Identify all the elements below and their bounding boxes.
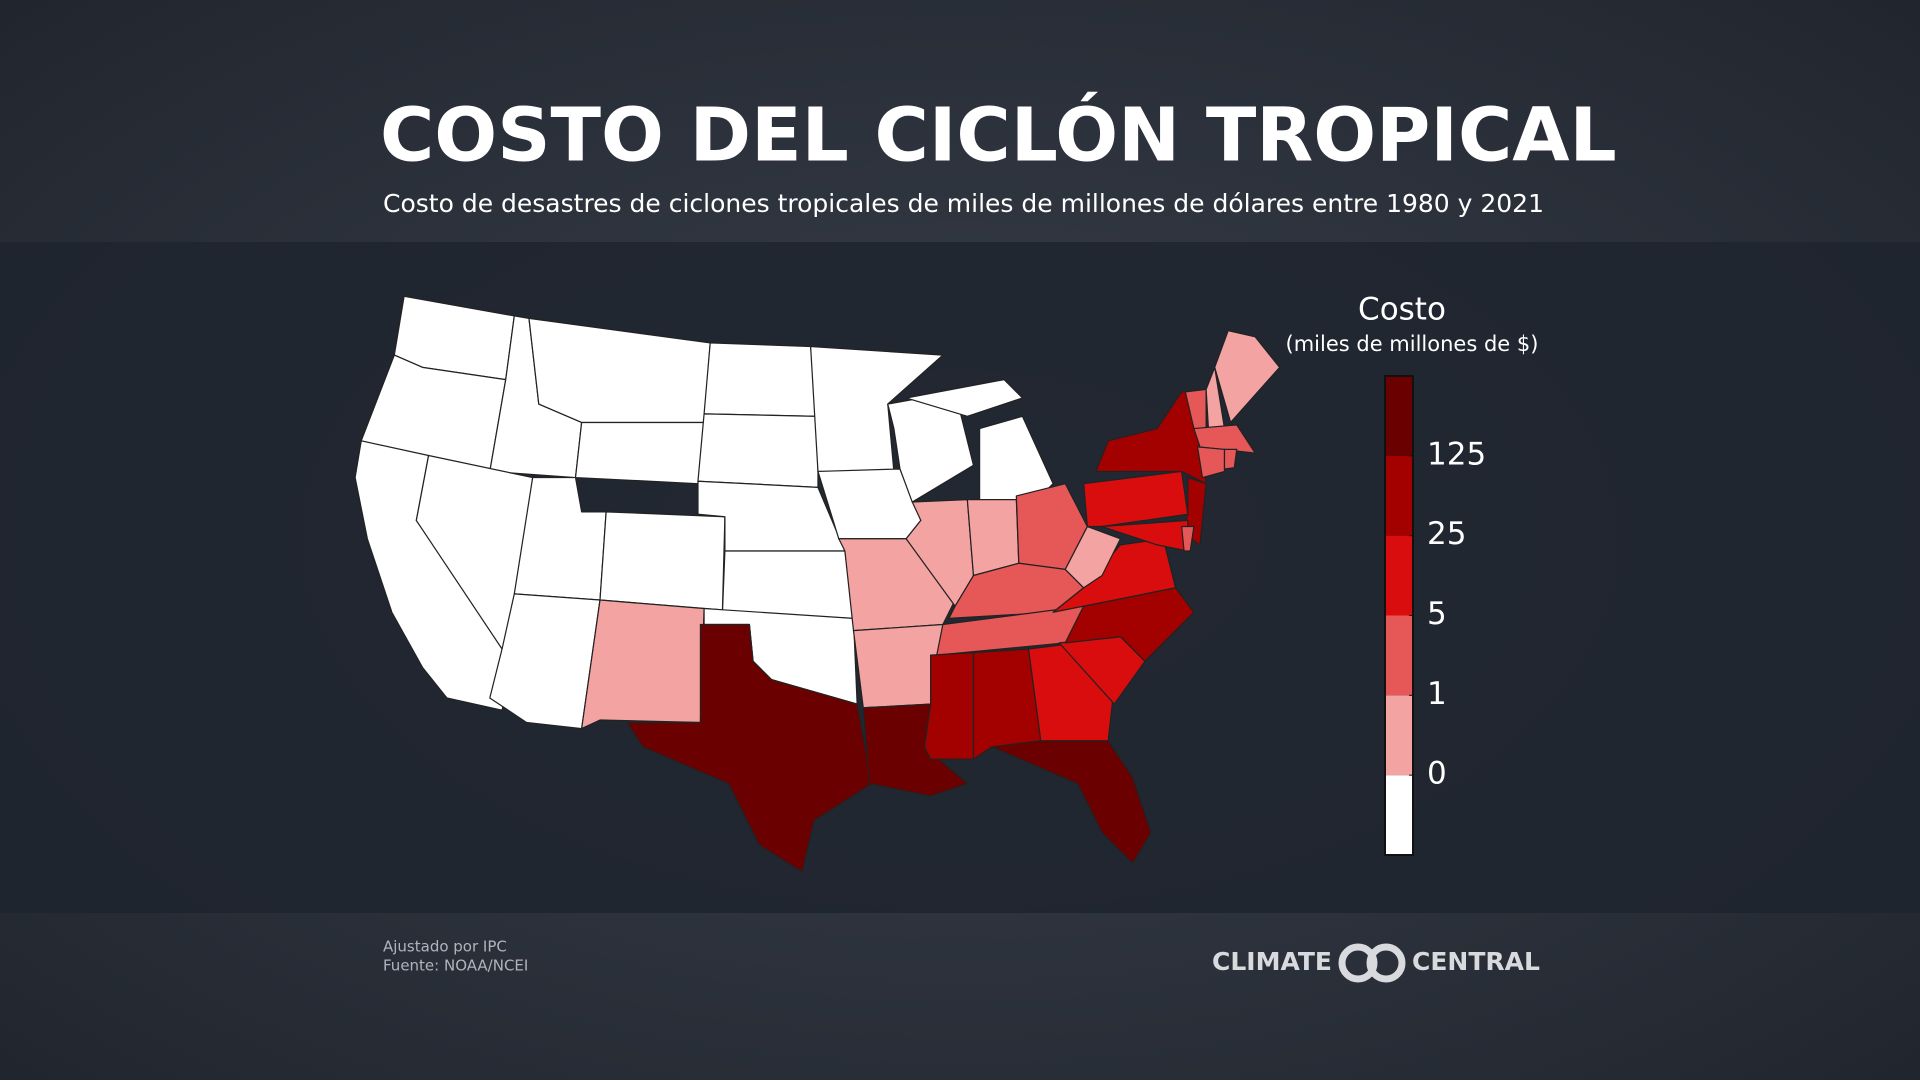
logo-icon [1338,943,1406,983]
legend-tick-label: 5 [1427,596,1447,632]
legend-swatch [1385,695,1413,776]
legend-tick-label: 125 [1427,436,1486,472]
state [966,498,1020,577]
legend-tick-label: 1 [1427,676,1447,712]
subtitle: Costo de desastres de ciclones tropicale… [383,189,1544,218]
state [721,550,855,619]
state [626,623,873,873]
state [581,599,705,730]
state [599,511,726,611]
legend-swatch [1385,775,1413,855]
legend-swatch [1385,455,1413,536]
state [1083,470,1189,528]
title: COSTO DEL CICLÓN TROPICAL [380,91,1617,179]
state [697,413,819,488]
state [1064,525,1122,589]
state [991,740,1152,864]
legend-tick-label: 25 [1427,516,1466,552]
logo-right: CENTRAL [1412,947,1540,976]
state [1196,446,1226,479]
state [703,342,819,417]
legend: 0 1 5 25 125 [1384,375,1486,856]
state [810,345,944,473]
us-map [354,295,1281,873]
legend-swatch [1385,615,1413,696]
state [1214,330,1281,424]
state [923,652,975,760]
footnote: Fuente: NOAA/NCEI [383,957,528,975]
legend-tick-label: 0 [1427,756,1447,792]
state [905,378,1024,417]
state [1181,525,1195,552]
legend-title: Costo [1358,292,1446,328]
state [574,421,705,485]
logo-left: CLIMATE [1212,947,1332,976]
state [1223,448,1238,470]
footnote: Ajustado por IPC [383,938,507,956]
state [1193,424,1256,454]
legend-subtitle: (miles de millones de $) [1286,332,1539,356]
state [852,623,944,709]
legend-swatch [1385,535,1413,616]
state [1052,538,1177,613]
legend-swatch [1385,376,1413,456]
